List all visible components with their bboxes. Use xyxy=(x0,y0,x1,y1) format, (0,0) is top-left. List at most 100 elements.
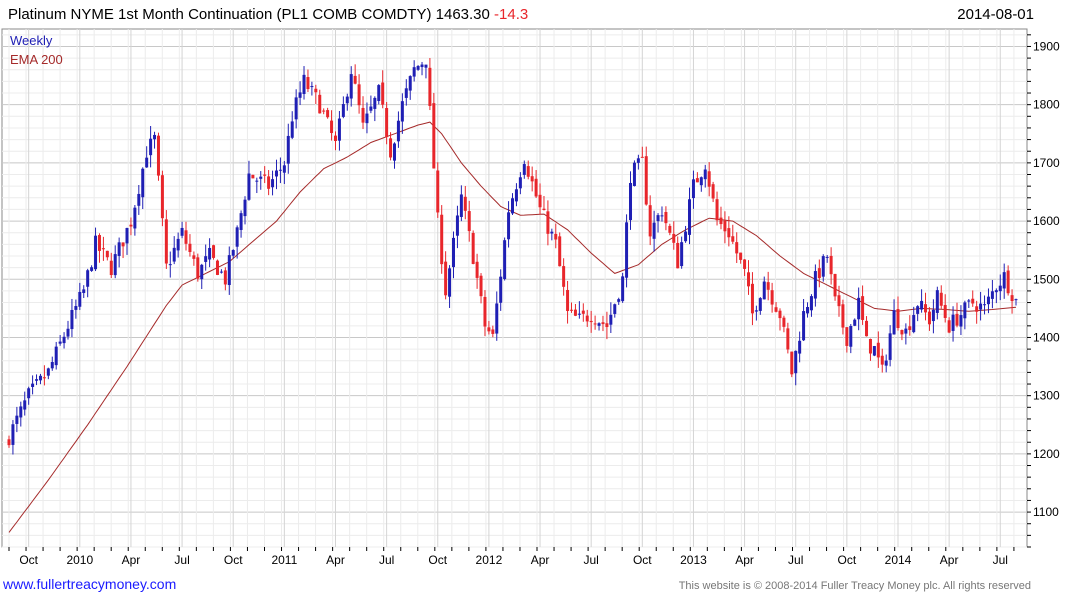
candle-body xyxy=(943,304,947,318)
candle-body xyxy=(495,303,499,334)
x-tick-label: Jul xyxy=(174,553,189,567)
plot-area xyxy=(1,28,1028,548)
candle-body xyxy=(664,211,668,224)
candle-body xyxy=(294,97,298,120)
candle-body xyxy=(613,304,617,314)
candle-body xyxy=(511,198,514,214)
candle-body xyxy=(534,178,538,197)
candle-body xyxy=(160,175,164,219)
candle-body xyxy=(27,388,31,399)
candle-body xyxy=(117,242,121,256)
candle-body xyxy=(448,268,452,297)
candle-body xyxy=(78,291,82,307)
candle-body xyxy=(880,355,884,365)
candle-body xyxy=(113,254,117,276)
candle-body xyxy=(806,307,810,314)
candle-body xyxy=(503,240,507,280)
candle-body xyxy=(601,322,605,325)
candle-body xyxy=(121,242,125,247)
x-tick-label: Apr xyxy=(940,553,959,567)
candle-body xyxy=(841,304,845,328)
candle-body xyxy=(353,75,357,84)
candle-body xyxy=(609,314,613,325)
candle-body xyxy=(424,64,428,68)
candle-body xyxy=(676,242,680,269)
candle-body xyxy=(790,351,794,375)
candle-body xyxy=(263,174,267,176)
candle-body xyxy=(7,439,11,446)
y-tick-label: 1900 xyxy=(1033,39,1060,53)
candle-body xyxy=(66,328,70,337)
candle-body xyxy=(770,290,774,305)
candle-body xyxy=(684,231,688,242)
candle-body xyxy=(743,259,747,269)
candle-body xyxy=(896,309,900,329)
candle-body xyxy=(920,300,924,310)
candle-body xyxy=(570,309,574,311)
candle-body xyxy=(900,330,904,335)
candle-body xyxy=(967,300,971,302)
candle-body xyxy=(15,415,19,424)
candle-body xyxy=(349,74,353,99)
x-tick-label: Apr xyxy=(531,553,550,567)
candle-body xyxy=(605,323,609,328)
candle-body xyxy=(499,276,503,303)
candle-body xyxy=(530,176,534,182)
candle-body xyxy=(652,222,656,239)
candle-body xyxy=(50,362,54,369)
footer-website-link[interactable]: www.fullertreacymoney.com xyxy=(3,576,177,592)
candle-body xyxy=(196,257,200,279)
candle-body xyxy=(133,207,137,229)
x-tick-label: Jul xyxy=(584,553,599,567)
candle-body xyxy=(998,285,1002,292)
candle-body xyxy=(1010,295,1014,302)
candle-body xyxy=(640,156,644,158)
grid xyxy=(2,29,1027,548)
candle-body xyxy=(267,176,271,189)
chart-date: 2014-08-01 xyxy=(957,6,1034,23)
candle-body xyxy=(648,205,652,237)
candle-body xyxy=(546,211,550,234)
y-tick-label: 1200 xyxy=(1033,447,1060,461)
candle-body xyxy=(739,252,743,260)
candle-body xyxy=(908,326,912,331)
candle-body xyxy=(916,306,920,314)
candle-body xyxy=(660,215,664,217)
candle-body xyxy=(365,113,369,124)
candle-body xyxy=(141,168,145,198)
candle-body xyxy=(947,320,951,333)
x-tick-label: Jul xyxy=(379,553,394,567)
y-tick-label: 1400 xyxy=(1033,330,1060,344)
x-tick-label: Oct xyxy=(428,553,447,567)
candle-body xyxy=(794,350,798,374)
candle-body xyxy=(208,247,212,260)
candle-body xyxy=(361,107,365,123)
candle-body xyxy=(97,235,101,251)
candle-body xyxy=(491,329,495,334)
candle-body xyxy=(939,292,943,306)
candle-body xyxy=(857,297,861,320)
y-tick-label: 1300 xyxy=(1033,389,1060,403)
candle-body xyxy=(302,74,306,94)
x-tick-label: Jul xyxy=(993,553,1008,567)
candle-body xyxy=(38,375,42,381)
candle-body xyxy=(888,333,892,360)
candle-body xyxy=(184,230,188,244)
candle-body xyxy=(747,272,751,287)
candle-body xyxy=(369,106,373,111)
candle-body xyxy=(404,88,408,98)
candle-body xyxy=(975,306,979,312)
candle-body xyxy=(432,103,436,169)
candle-body xyxy=(180,227,184,236)
candle-body xyxy=(326,110,330,118)
x-tick-label: 2010 xyxy=(66,553,93,567)
candle-body xyxy=(935,290,939,313)
candle-body xyxy=(1006,270,1010,294)
candle-body xyxy=(306,77,310,90)
candle-body xyxy=(731,236,735,242)
candle-body xyxy=(412,67,416,77)
candle-body xyxy=(802,311,806,341)
candle-body xyxy=(381,82,385,105)
candle-body xyxy=(373,97,377,109)
candle-body xyxy=(833,273,837,297)
